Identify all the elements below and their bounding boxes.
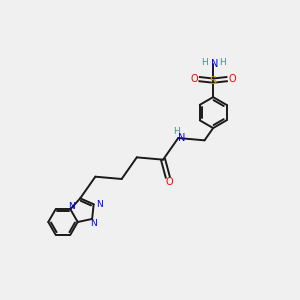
Text: O: O	[228, 74, 236, 84]
Text: S: S	[210, 76, 217, 85]
Text: N: N	[68, 202, 75, 211]
Text: N: N	[211, 59, 218, 69]
Text: H: H	[173, 127, 180, 136]
Text: H: H	[219, 58, 226, 67]
Text: N: N	[90, 219, 97, 228]
Text: N: N	[178, 133, 185, 143]
Text: N: N	[96, 200, 102, 209]
Text: O: O	[190, 74, 198, 84]
Text: O: O	[165, 177, 173, 187]
Text: H: H	[201, 58, 208, 67]
